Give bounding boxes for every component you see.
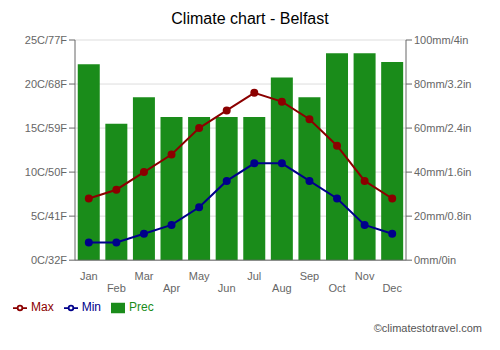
svg-text:60mm/2.4in: 60mm/2.4in [414,122,471,134]
svg-text:20C/68F: 20C/68F [25,78,67,90]
svg-text:Apr: Apr [163,282,180,294]
svg-text:20mm/0.8in: 20mm/0.8in [414,210,471,222]
svg-text:Feb: Feb [107,282,126,294]
html-text:Min: Min [81,300,101,315]
svg-text:Mar: Mar [134,270,153,282]
svg-text:Jun: Jun [218,282,236,294]
html-text:Max: Max [31,300,54,315]
svg-text:Sep: Sep [300,270,320,282]
svg-text:0mm/0in: 0mm/0in [414,254,456,266]
svg-text:Jul: Jul [247,270,261,282]
svg-text:Jan: Jan [80,270,98,282]
svg-text:25C/77F: 25C/77F [25,34,67,46]
svg-text:10C/50F: 10C/50F [25,166,67,178]
svg-text:0C/32F: 0C/32F [31,254,67,266]
svg-text:5C/41F: 5C/41F [31,210,67,222]
html-text:Climate chart - Belfast: Climate chart - Belfast [171,10,329,27]
svg-text:Nov: Nov [355,270,375,282]
html-text:Prec: Prec [129,300,154,315]
svg-text:40mm/1.6in: 40mm/1.6in [414,166,471,178]
html-text:©climatestotravel.com: ©climatestotravel.com [373,322,482,334]
svg-text:15C/59F: 15C/59F [25,122,67,134]
svg-text:Dec: Dec [382,282,402,294]
svg-text:May: May [189,270,210,282]
svg-text:Aug: Aug [272,282,292,294]
svg-text:100mm/4in: 100mm/4in [414,34,468,46]
svg-text:Oct: Oct [328,282,345,294]
svg-text:80mm/3.2in: 80mm/3.2in [414,78,471,90]
